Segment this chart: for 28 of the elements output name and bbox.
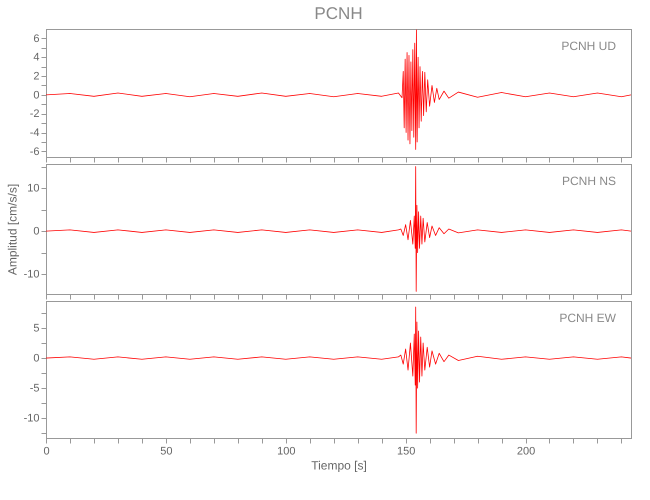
line-series: [46, 166, 632, 292]
x-tick-label: 150: [396, 446, 416, 458]
y-tick-label: 0: [33, 352, 40, 365]
y-tick-label: 0: [33, 226, 40, 238]
line-series: [46, 30, 632, 150]
annotation: PCNH EW: [559, 311, 617, 325]
y-tick-label: -4: [30, 127, 40, 140]
y-axis-title: Amplitud [cm/s/s]: [6, 184, 20, 276]
x-tick-label: 50: [160, 446, 172, 458]
y-tick-label: -5: [30, 382, 40, 395]
y-tick-label: 0: [33, 89, 40, 102]
y-tick-label: 10: [27, 182, 40, 195]
y-tick-label: 6: [33, 32, 40, 45]
y-tick-label: 5: [33, 322, 40, 335]
line-series: [46, 306, 632, 434]
y-tick-label: -10: [24, 268, 40, 281]
y-tick-label: -10: [24, 412, 40, 425]
annotation: PCNH UD: [561, 39, 616, 53]
y-tick-label: 2: [33, 70, 40, 83]
annotation: PCNH NS: [562, 174, 616, 188]
x-tick-label: 100: [277, 446, 296, 458]
x-tick-label: 200: [516, 446, 536, 458]
x-axis-title: Tiempo [s]: [311, 458, 367, 472]
chart-title: PCNH: [314, 4, 363, 23]
x-tick-label: 0: [43, 446, 50, 458]
y-tick-label: 4: [33, 52, 40, 64]
y-tick-label: -6: [30, 146, 40, 158]
y-tick-label: -2: [30, 108, 40, 120]
